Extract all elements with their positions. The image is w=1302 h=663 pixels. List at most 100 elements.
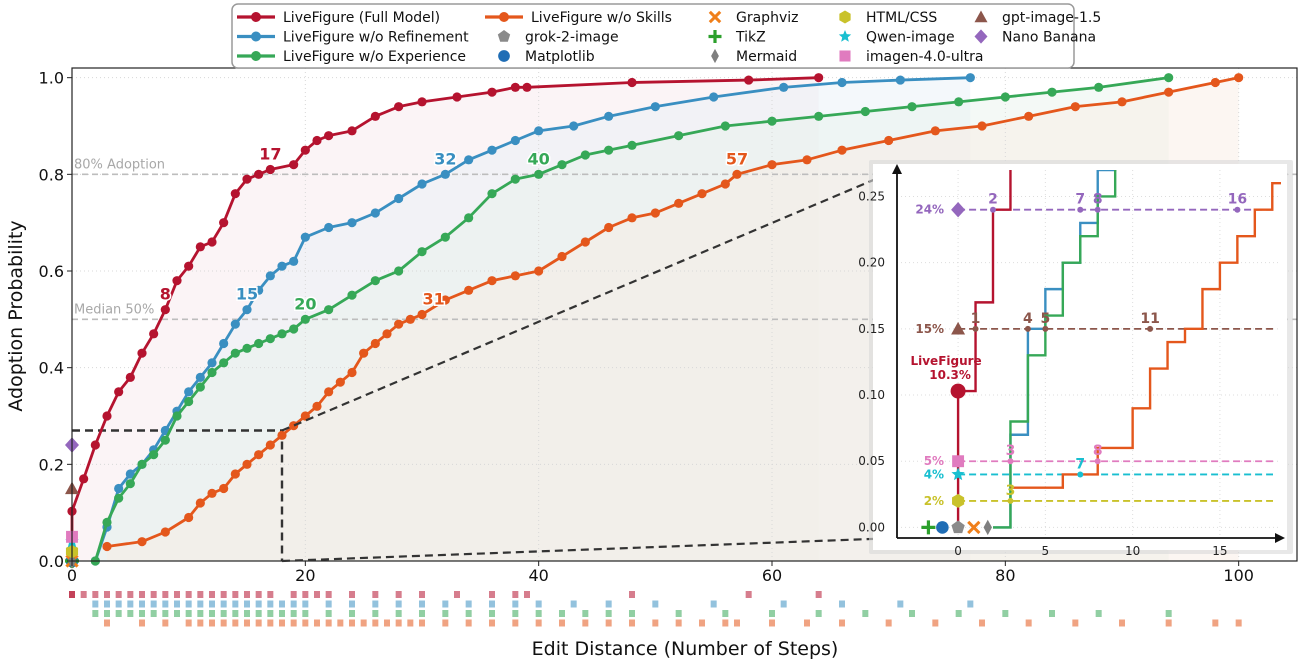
x-tick-label: 20 [295, 566, 315, 585]
threshold-annotation: 20 [294, 294, 316, 313]
rug-tick-livefigure-full-model [815, 591, 822, 598]
rug-tick-livefigure-w-o-skills [209, 619, 215, 627]
inset-crossing-point [1024, 325, 1031, 332]
rug-tick-livefigure-full-model [185, 591, 192, 598]
data-point-livefigure-w-o-skills [300, 411, 310, 421]
data-point-livefigure-w-o-skills [312, 401, 322, 411]
data-point-livefigure-w-o-experience [860, 106, 870, 117]
inset-series-group [956, 170, 1281, 529]
y-tick-label: 0.2 [39, 455, 64, 474]
rug-tick-livefigure-w-o-skills [302, 619, 309, 627]
data-point-livefigure-w-o-skills [230, 469, 240, 479]
data-point-livefigure-w-o-refinement [487, 145, 497, 155]
rug-tick-livefigure-full-model [127, 591, 134, 598]
rug-tick-livefigure-full-model [104, 591, 110, 598]
rug-tick-livefigure-w-o-experience [815, 610, 822, 617]
data-point-livefigure-w-o-experience [324, 305, 334, 315]
data-point-livefigure-w-o-skills [650, 208, 660, 218]
data-point-livefigure-w-o-skills [557, 251, 567, 262]
rug-tick-livefigure-w-o-skills [1072, 619, 1079, 627]
data-point-livefigure-full-model [172, 276, 182, 286]
legend-swatch-graphviz [708, 10, 722, 24]
data-point-livefigure-w-o-experience [347, 290, 357, 300]
rug-tick-livefigure-w-o-skills [255, 619, 262, 627]
rug-tick-livefigure-w-o-experience [955, 610, 962, 617]
rug-tick-livefigure-w-o-skills [1235, 619, 1242, 627]
data-point-livefigure-w-o-skills [184, 512, 194, 523]
data-point-livefigure-w-o-skills [359, 348, 369, 358]
legend-label-matplotlib: Matplotlib [525, 49, 595, 65]
data-point-livefigure-w-o-refinement [230, 319, 240, 329]
data-point-livefigure-w-o-skills [1164, 87, 1174, 97]
rug-tick-livefigure-full-model [174, 591, 180, 598]
rug-tick-livefigure-w-o-skills [290, 619, 297, 627]
inset-baseline-marker-matplotlib [936, 521, 949, 534]
rug-tick-livefigure-full-model [69, 591, 75, 598]
rug-tick-livefigure-w-o-refinement [465, 600, 472, 608]
rug-tick-livefigure-w-o-refinement [209, 600, 215, 608]
rug-tick-livefigure-w-o-skills [512, 619, 519, 627]
data-point-livefigure-w-o-skills [802, 155, 812, 165]
data-point-livefigure-w-o-experience [954, 97, 964, 107]
data-point-livefigure-w-o-experience [149, 450, 159, 460]
data-point-livefigure-w-o-skills [242, 459, 252, 469]
legend-swatch-marker-livefigure-w-o-experience [251, 51, 261, 61]
data-point-livefigure-w-o-skills [254, 450, 264, 460]
data-point-livefigure-w-o-refinement [440, 169, 450, 179]
data-point-livefigure-w-o-skills [394, 319, 404, 329]
inset-x-tick-label: 10 [1125, 544, 1140, 558]
data-point-livefigure-w-o-skills [580, 237, 590, 247]
data-point-livefigure-full-model [79, 474, 89, 484]
data-point-livefigure-w-o-refinement [650, 102, 660, 112]
rug-tick-livefigure-w-o-refinement [967, 600, 974, 608]
rug-tick-livefigure-w-o-experience [127, 610, 134, 617]
data-point-livefigure-w-o-refinement [265, 271, 275, 281]
series-line-livefigure-full-model [70, 76, 819, 561]
rug-tick-livefigure-w-o-refinement [232, 600, 239, 608]
inset-crossing-label: 2 [988, 192, 998, 208]
rug-tick-livefigure-w-o-refinement [570, 600, 577, 608]
inset-baseline-label: 15% [915, 322, 944, 336]
rug-tick-livefigure-w-o-skills [699, 619, 705, 627]
rug-tick-livefigure-w-o-experience [255, 610, 262, 617]
data-point-livefigure-w-o-experience [242, 343, 252, 353]
data-point-livefigure-w-o-skills [627, 213, 637, 223]
inset-crossing-label: 8 [1093, 443, 1103, 459]
rug-tick-livefigure-w-o-skills [372, 619, 379, 627]
data-point-livefigure-w-o-refinement [242, 305, 252, 315]
data-point-livefigure-full-model [347, 126, 357, 136]
data-point-livefigure-w-o-experience [195, 382, 205, 392]
data-point-livefigure-w-o-refinement [184, 387, 194, 397]
rug-tick-livefigure-full-model [92, 591, 99, 598]
data-point-livefigure-w-o-experience [417, 247, 427, 257]
data-point-livefigure-w-o-skills [440, 295, 450, 305]
inset-crossing-point [1147, 325, 1154, 332]
rug-tick-livefigure-w-o-experience [372, 610, 379, 617]
data-point-livefigure-full-model [125, 372, 135, 382]
legend-swatch-html-css [839, 10, 851, 24]
data-point-livefigure-w-o-refinement [534, 126, 544, 136]
inset-y-tick-label: 0.15 [858, 322, 885, 336]
data-point-livefigure-w-o-skills [674, 198, 684, 208]
data-point-livefigure-w-o-skills [405, 314, 415, 324]
rug-tick-livefigure-w-o-experience [535, 610, 542, 617]
data-point-livefigure-w-o-refinement [125, 469, 135, 479]
rug-tick-livefigure-w-o-refinement [605, 600, 612, 608]
x-tick-label: 80 [995, 566, 1015, 585]
rug-tick-livefigure-full-model [220, 591, 227, 598]
data-point-livefigure-w-o-experience [137, 459, 147, 469]
inset-baseline-marker-nano-banana [951, 202, 966, 218]
rug-tick-livefigure-w-o-refinement [115, 600, 122, 608]
rug-tick-livefigure-w-o-skills [267, 619, 274, 627]
data-point-livefigure-w-o-experience [289, 324, 299, 334]
rug-tick-livefigure-full-model [80, 591, 87, 598]
rug-tick-livefigure-w-o-refinement [220, 600, 227, 608]
rug-tick-livefigure-full-model [524, 591, 530, 598]
data-point-livefigure-w-o-experience [720, 121, 730, 131]
rug-tick-livefigure-w-o-skills [232, 619, 239, 627]
data-point-livefigure-full-model [137, 348, 147, 358]
x-tick-label: 60 [762, 566, 782, 585]
rug-tick-livefigure-full-model [314, 591, 320, 598]
inset-x-tick-label: 5 [1042, 544, 1050, 558]
